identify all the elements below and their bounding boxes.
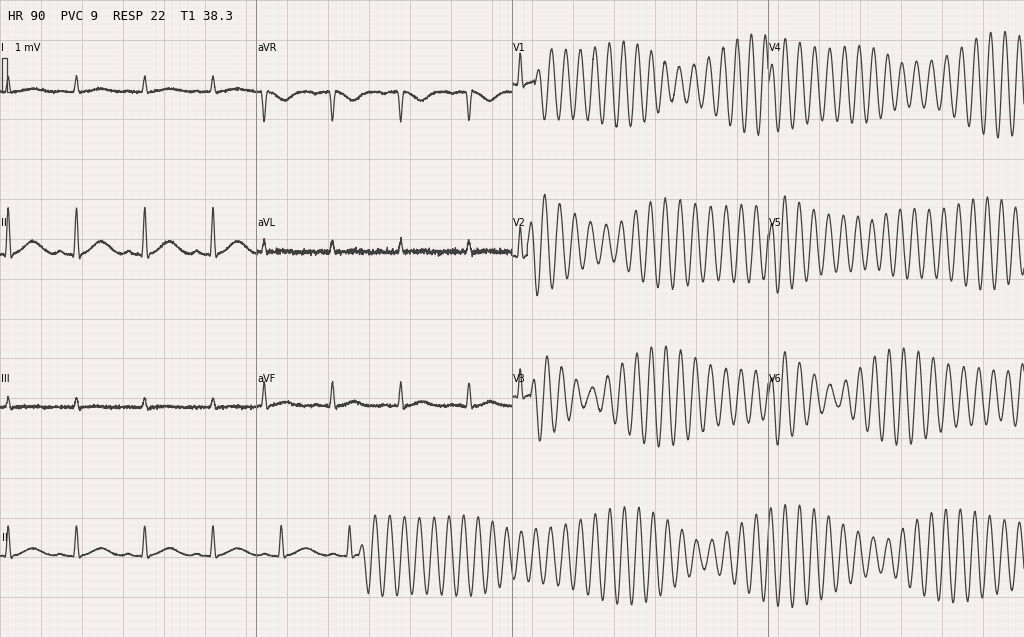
Text: HR 90  PVC 9  RESP 22  T1 38.3: HR 90 PVC 9 RESP 22 T1 38.3 — [8, 10, 233, 22]
Text: V3: V3 — [513, 373, 526, 383]
Text: 1 mV: 1 mV — [15, 43, 41, 54]
Text: aVF: aVF — [257, 373, 275, 383]
Text: V6: V6 — [769, 373, 782, 383]
Text: III: III — [1, 373, 10, 383]
Text: II: II — [1, 218, 7, 227]
Text: II: II — [2, 533, 8, 543]
Text: aVL: aVL — [257, 218, 275, 227]
Text: V5: V5 — [769, 218, 782, 227]
Text: V1: V1 — [513, 43, 526, 54]
Text: V4: V4 — [769, 43, 782, 54]
Text: aVR: aVR — [257, 43, 276, 54]
Text: I: I — [1, 43, 4, 54]
Text: V2: V2 — [513, 218, 526, 227]
